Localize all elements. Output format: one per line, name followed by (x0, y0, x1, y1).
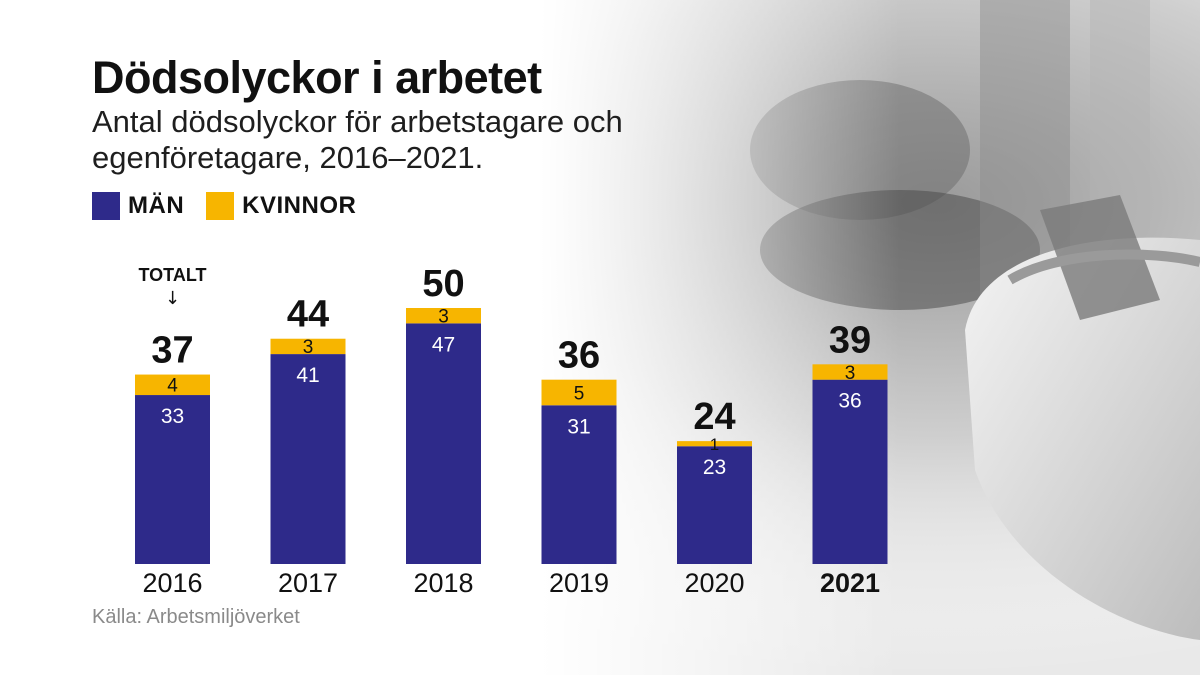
source-note: Källa: Arbetsmiljöverket (92, 606, 300, 628)
total-label-2019: 36 (558, 335, 600, 377)
x-tick-label-2018: 2018 (413, 568, 473, 598)
bar-man-2020 (677, 446, 752, 564)
data-label-man-2019: 31 (567, 415, 590, 438)
total-label-2018: 50 (422, 263, 464, 305)
x-tick-label-2020: 2020 (684, 568, 744, 598)
totalt-arrow-icon: ↓ (165, 288, 180, 309)
bar-man-2018 (406, 323, 481, 564)
data-label-man-2020: 23 (703, 456, 726, 479)
bar-man-2016 (135, 395, 210, 564)
bar-kvinnor-2018 (406, 308, 481, 324)
x-tick-label-2019: 2019 (549, 568, 609, 598)
data-label-kvinnor-2018: 3 (438, 307, 449, 328)
data-label-man-2017: 41 (296, 364, 319, 387)
legend-item-man: MÄN (92, 192, 184, 220)
x-tick-label-2016: 2016 (142, 568, 202, 598)
data-label-man-2016: 33 (161, 405, 184, 428)
legend-swatch-man (92, 192, 120, 220)
total-label-2021: 39 (829, 319, 871, 361)
chart-title: Dödsolyckor i arbetet (92, 52, 542, 103)
chart-subtitle: Antal dödsolyckor för arbetstagare och e… (92, 104, 623, 175)
bar-man-2017 (270, 354, 346, 564)
bar-kvinnor-2020 (677, 441, 752, 447)
legend-swatch-kvinnor (206, 192, 235, 220)
legend: MÄN KVINNOR (92, 192, 378, 220)
bar-man-2019 (541, 405, 617, 564)
legend-label-kvinnor: KVINNOR (242, 192, 357, 219)
x-tick-label-2017: 2017 (278, 568, 338, 598)
legend-label-man: MÄN (128, 192, 185, 219)
bar-kvinnor-2021 (812, 364, 888, 380)
data-label-man-2018: 47 (432, 333, 455, 356)
data-label-kvinnor-2017: 3 (303, 337, 314, 358)
data-label-kvinnor-2016: 4 (167, 376, 178, 397)
bar-kvinnor-2016 (135, 374, 210, 396)
total-label-2020: 24 (693, 396, 735, 438)
data-label-kvinnor-2020: 1 (710, 435, 719, 454)
legend-item-kvinnor: KVINNOR (206, 192, 356, 220)
bar-kvinnor-2019 (541, 379, 617, 406)
bar-kvinnor-2017 (270, 338, 346, 355)
bar-man-2021 (812, 379, 888, 564)
data-label-kvinnor-2019: 5 (574, 383, 585, 404)
x-tick-label-2021: 2021 (820, 568, 880, 598)
data-label-kvinnor-2021: 3 (845, 363, 856, 384)
data-label-man-2021: 36 (838, 390, 861, 413)
totalt-annotation: TOTALT (139, 265, 207, 285)
total-label-2016: 37 (151, 330, 193, 372)
total-label-2017: 44 (287, 294, 329, 336)
